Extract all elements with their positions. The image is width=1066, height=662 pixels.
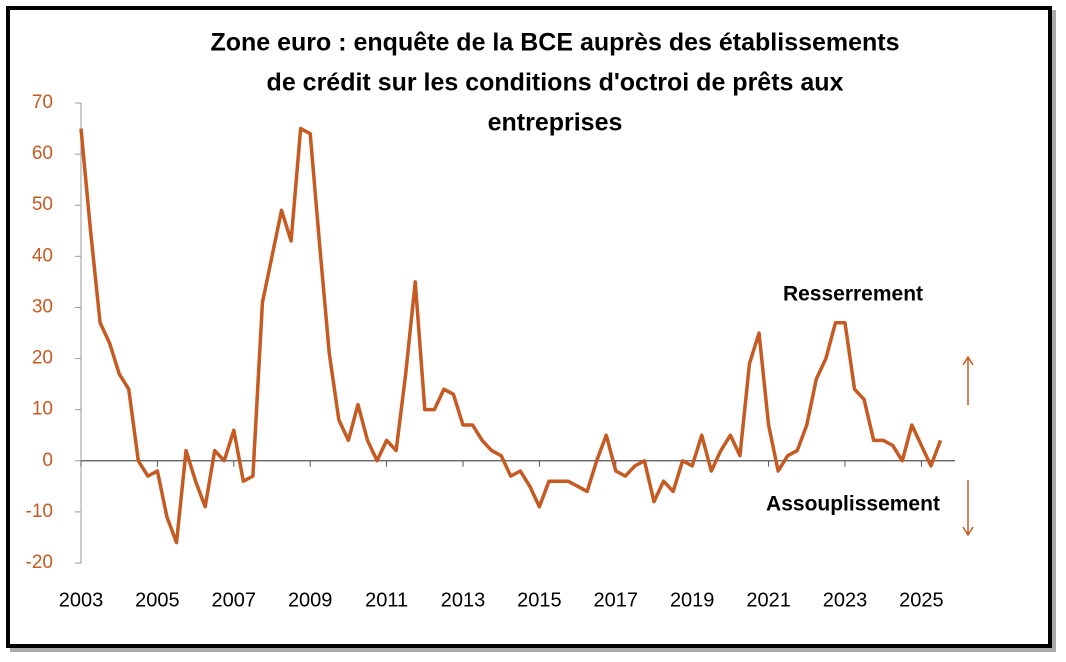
x-tick-label: 2023: [823, 589, 868, 611]
y-tick-label: 70: [32, 92, 53, 113]
arrow-up-head: [962, 355, 974, 366]
chart-title: entreprises: [488, 109, 623, 137]
chart-title: Zone euro : enquête de la BCE auprès des…: [210, 29, 899, 57]
line-series: [79, 126, 943, 545]
y-tick-label: 50: [32, 194, 53, 215]
y-tick-label: 30: [32, 296, 53, 317]
chart-title: de crédit sur les conditions d'octroi de…: [267, 69, 844, 97]
annotation: Assouplissement: [766, 493, 940, 516]
x-tick-label: 2009: [288, 589, 333, 611]
x-tick-label: 2011: [365, 589, 408, 611]
x-tick-label: 2015: [517, 589, 562, 611]
annotation: Resserrement: [783, 283, 923, 306]
x-tick-label: 2025: [899, 589, 944, 611]
y-tick-label: 60: [32, 143, 53, 164]
y-tick-label: 20: [32, 348, 53, 369]
arrows: [962, 355, 974, 537]
x-tick-label: 2021: [746, 589, 791, 611]
y-tick-label: -10: [26, 501, 53, 522]
y-tick-label: 40: [32, 245, 53, 266]
y-tick-label: 0: [42, 450, 53, 471]
x-tick-label: 2003: [59, 589, 104, 611]
y-tick-label: 10: [32, 399, 53, 420]
x-tick-label: 2005: [135, 589, 180, 611]
arrow-down-head: [962, 526, 974, 537]
y-tick-label: -20: [26, 552, 53, 573]
frame: [6, 6, 1052, 648]
x-tick-label: 2013: [441, 589, 486, 611]
x-tick-label: 2007: [212, 589, 257, 611]
x-tick-label: 2019: [670, 589, 715, 611]
x-tick-label: 2017: [594, 589, 639, 611]
